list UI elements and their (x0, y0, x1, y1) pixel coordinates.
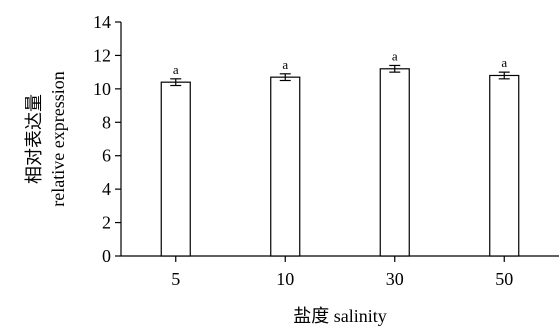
y-axis: 0 2 4 6 8 10 12 14 (93, 12, 122, 266)
bar (379, 68, 410, 257)
significance-label: a (501, 55, 507, 70)
significance-label: a (173, 62, 179, 77)
y-tick-label: 0 (102, 246, 111, 266)
significance-label: a (282, 57, 288, 72)
y-tick-label: 14 (93, 12, 111, 32)
y-tick-label: 6 (102, 146, 111, 166)
x-tick-label: 10 (276, 269, 294, 289)
x-axis-title: 盐度 salinity (293, 306, 387, 326)
y-tick-label: 12 (93, 45, 111, 65)
x-axis: 5 10 30 50 (121, 255, 559, 289)
bar (160, 81, 191, 257)
bar (489, 74, 520, 257)
y-tick-label: 2 (102, 213, 111, 233)
x-tick-label: 5 (171, 269, 180, 289)
y-tick-label: 10 (93, 79, 111, 99)
bars: a aa a (160, 48, 520, 257)
bar (270, 76, 301, 257)
y-tick-label: 4 (102, 179, 111, 199)
y-axis-title-en: relative expression (48, 71, 68, 206)
significance-label: a (392, 48, 398, 63)
y-axis-title-cn: 相对表达量 (24, 94, 44, 184)
y-tick-label: 8 (102, 112, 111, 132)
x-tick-label: 30 (386, 269, 404, 289)
x-tick-label: 50 (495, 269, 513, 289)
